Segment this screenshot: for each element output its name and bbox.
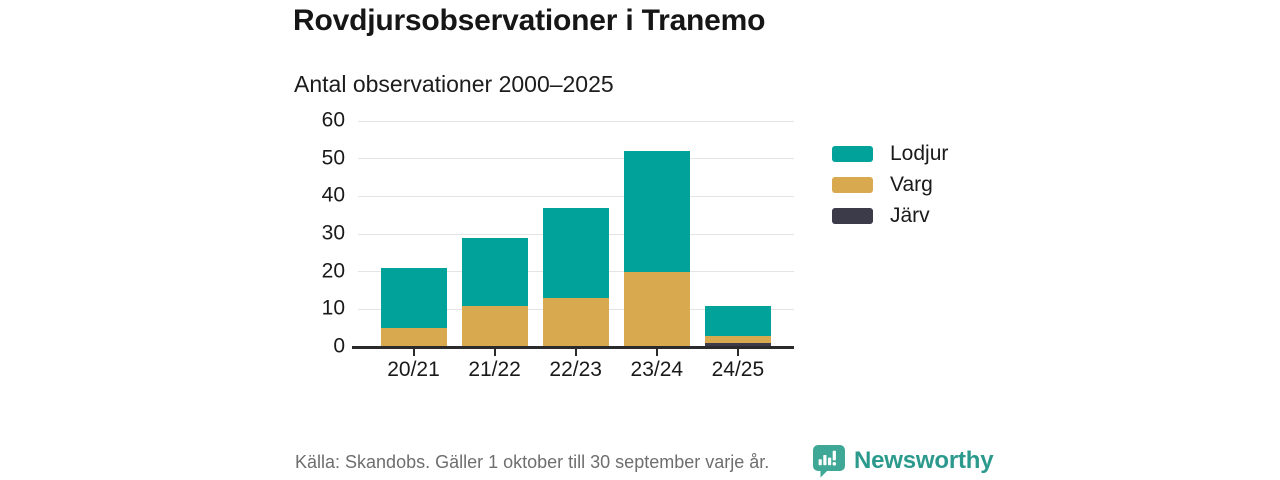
bar-segment-lodjur-22-23 bbox=[542, 207, 609, 299]
x-axis-tick-label: 23/24 bbox=[630, 358, 684, 381]
legend-swatch-varg bbox=[832, 177, 873, 193]
bar-segment-lodjur-23-24 bbox=[623, 151, 690, 272]
x-axis-tick bbox=[574, 349, 577, 356]
bar-segment-varg-23-24 bbox=[623, 271, 690, 347]
legend-item-jarv: Järv bbox=[832, 204, 948, 227]
bar-segment-järv-24-25 bbox=[704, 343, 771, 347]
source-note: Källa: Skandobs. Gäller 1 oktober till 3… bbox=[295, 452, 770, 472]
legend-label-lodjur: Lodjur bbox=[890, 142, 949, 165]
bar-segment-lodjur-21-22 bbox=[461, 237, 528, 306]
bar-segment-varg-20-21 bbox=[380, 328, 447, 347]
chart-subtitle: Antal observationer 2000–2025 bbox=[294, 71, 614, 97]
y-axis-tick-label: 60 bbox=[321, 108, 345, 132]
gridline-y-40 bbox=[358, 195, 794, 197]
legend-item-lodjur: Lodjur bbox=[832, 142, 949, 165]
legend-label-jarv: Järv bbox=[890, 204, 930, 227]
x-axis-tick-label: 22/23 bbox=[549, 358, 602, 381]
legend-swatch-jarv bbox=[832, 208, 873, 224]
bar-segment-lodjur-20-21 bbox=[380, 267, 447, 329]
x-axis-tick bbox=[736, 349, 739, 356]
y-axis-tick-label: 20 bbox=[321, 259, 345, 283]
x-axis-tick-label: 20/21 bbox=[387, 358, 440, 381]
newsworthy-bar-chart-speech-bubble-icon bbox=[813, 445, 845, 478]
gridline-y-60 bbox=[358, 120, 794, 122]
y-axis-tick-label: 40 bbox=[321, 183, 345, 207]
newsworthy-wordmark: Newsworthy bbox=[854, 447, 994, 474]
x-axis-tick-label: 24/25 bbox=[711, 358, 765, 381]
x-axis-tick bbox=[655, 349, 658, 356]
legend-swatch-lodjur bbox=[832, 146, 873, 162]
bar-segment-varg-21-22 bbox=[461, 305, 528, 347]
legend-item-varg: Varg bbox=[832, 173, 948, 196]
legend-label-varg: Varg bbox=[890, 173, 933, 196]
chart-title: Rovdjursobservationer i Tranemo bbox=[293, 4, 766, 37]
gridline-y-50 bbox=[358, 158, 794, 160]
y-axis-tick-label: 0 bbox=[333, 334, 345, 358]
y-axis-tick-label: 10 bbox=[321, 296, 345, 320]
legend: Lodjur Varg Järv bbox=[832, 142, 949, 237]
newsworthy-logo: Newsworthy bbox=[812, 444, 994, 478]
y-axis-tick-label: 30 bbox=[321, 221, 345, 245]
bar-segment-varg-22-23 bbox=[542, 298, 609, 347]
x-axis-line bbox=[352, 346, 794, 349]
y-axis-tick-label: 50 bbox=[321, 146, 345, 170]
bar-segment-lodjur-24-25 bbox=[704, 305, 771, 336]
x-axis-tick bbox=[412, 349, 415, 356]
bar-segment-varg-24-25 bbox=[704, 335, 771, 344]
x-axis-tick bbox=[493, 349, 496, 356]
x-axis-tick-label: 21/22 bbox=[468, 358, 521, 381]
